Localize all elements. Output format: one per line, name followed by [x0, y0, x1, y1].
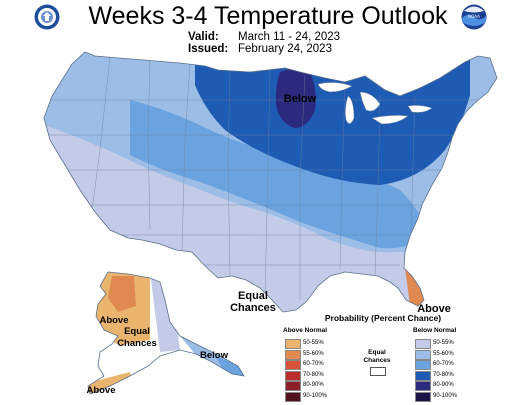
legend-above-row: 70-80% [285, 370, 345, 381]
label-above-florida: Above [417, 303, 451, 315]
valid-label: Valid: [188, 31, 219, 43]
legend-above-swatch [285, 381, 301, 391]
legend-below-row: 80-90% [415, 381, 475, 391]
legend-above-range: 80-90% [303, 382, 324, 388]
conus-outline [43, 51, 498, 313]
issued-date-line: Issued: February 24, 2023 [188, 43, 332, 55]
label-below-alaska-se: Below [200, 350, 228, 361]
legend-above-row: 80-90% [285, 381, 345, 391]
legend-below-row: 50-55% [415, 339, 475, 349]
legend-above-range: 70-80% [303, 371, 324, 378]
label-equal-chances-south: Equal Chances [230, 290, 276, 314]
legend-above-range: 90-100% [303, 392, 328, 399]
legend-above-swatch [285, 360, 301, 370]
issued-date: February 24, 2023 [238, 43, 332, 55]
state-borders [44, 55, 480, 300]
probability-legend: Probability (Percent Chance) Above Norma… [283, 313, 483, 403]
legend-below-swatch [415, 381, 431, 391]
legend-below-swatch [415, 360, 431, 370]
region-below-60-central [130, 100, 430, 249]
legend-below-row: 90-100% [415, 391, 475, 402]
legend-above-swatch [285, 370, 301, 381]
legend-below-row: 70-80% [415, 370, 475, 381]
legend-below-swatch [415, 349, 431, 360]
label-equal-chances-alaska: Equal Chances [117, 326, 157, 349]
legend-below-range: 70-80% [433, 371, 454, 378]
legend-equal-chances: Equal Chances [363, 349, 391, 364]
doc-seal-icon [34, 4, 60, 30]
region-above-55-alaska-nw [108, 276, 136, 312]
legend-below-row: 60-70% [415, 360, 475, 370]
legend-above-swatch [285, 391, 301, 402]
page-title: Weeks 3-4 Temperature Outlook [88, 2, 448, 30]
label-below-north: Below [283, 93, 317, 105]
valid-dates: March 11 - 24, 2023 [238, 31, 341, 43]
legend-title: Probability (Percent Chance) [324, 313, 442, 323]
legend-above-row: 50-55% [285, 339, 345, 349]
legend-below-range: 80-90% [433, 382, 454, 388]
legend-above-row: 55-60% [285, 349, 345, 360]
legend-above-range: 55-60% [303, 350, 324, 357]
label-above-alaska-sw: Above [86, 385, 116, 396]
legend-below-range: 90-100% [433, 392, 458, 399]
legend-below-header: Below Normal [413, 327, 457, 334]
alaska-outline [87, 271, 245, 395]
region-below-80-minnesota [275, 69, 316, 128]
legend-equal-swatch [370, 367, 386, 376]
legend-above-header: Above Normal [283, 327, 328, 334]
legend-above-range: 50-55% [303, 340, 324, 346]
legend-below-range: 60-70% [433, 361, 454, 367]
legend-above-swatch [285, 349, 301, 360]
noaa-logo-text: NOAA [468, 14, 480, 19]
issued-label: Issued: [188, 43, 229, 55]
label-above-alaska-west: Above [99, 315, 129, 326]
great-lakes [317, 82, 433, 125]
legend-below-row: 55-60% [415, 349, 475, 360]
legend-above-swatch [285, 339, 301, 349]
legend-above-row: 60-70% [285, 360, 345, 370]
region-above-55-florida [405, 268, 440, 305]
legend-above-range: 60-70% [303, 361, 324, 367]
noaa-logo-icon: NOAA [461, 4, 487, 30]
valid-dates-line: Valid: March 11 - 24, 2023 [188, 31, 340, 43]
legend-below-swatch [415, 339, 431, 349]
legend-below-range: 55-60% [433, 350, 454, 357]
legend-below-swatch [415, 391, 431, 402]
legend-below-swatch [415, 370, 431, 381]
legend-below-range: 50-55% [433, 340, 454, 346]
legend-above-row: 90-100% [285, 391, 345, 402]
